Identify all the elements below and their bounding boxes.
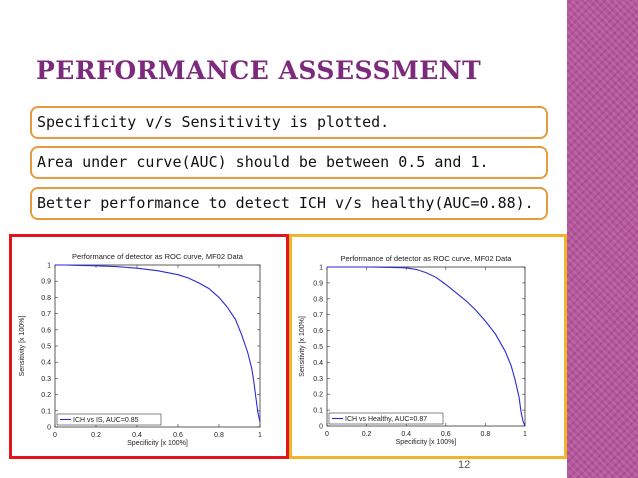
x-tick-label: 1 [523, 431, 527, 438]
page-number: 12 [458, 459, 471, 471]
roc-curve-line [55, 264, 261, 423]
roc-chart-ich-vs-healthy: Performance of detector as ROC curve, MF… [299, 254, 527, 446]
plot-area [326, 266, 526, 427]
bullet-box-3: Better performance to detect ICH v/s hea… [30, 187, 548, 220]
x-tick-label: 0.8 [481, 431, 491, 438]
y-tick-label: 1 [319, 265, 323, 272]
y-axis-label: Sensitivity [x 100%] [19, 316, 26, 377]
y-tick-label: 0.8 [313, 296, 323, 303]
slide-title: PERFORMANCE ASSESSMENT [36, 56, 482, 85]
x-tick-label: 0 [325, 431, 329, 438]
roc-chart-ich-vs-is: Performance of detector as ROC curve, MF… [19, 252, 262, 447]
x-tick-label: 0.6 [173, 432, 183, 439]
x-tick-label: 0.4 [132, 432, 142, 439]
plot-area [54, 264, 261, 428]
x-tick-label: 0.4 [401, 431, 411, 438]
y-tick-label: 0.2 [41, 392, 51, 399]
x-tick-label: 0 [53, 432, 57, 439]
bullet-box-2: Area under curve(AUC) should be between … [30, 146, 548, 179]
roc-curve-line [327, 266, 526, 427]
y-tick-label: 0.6 [313, 328, 323, 335]
decorative-sidebar [567, 0, 638, 478]
x-axis-label: Specificity [x 100%] [127, 440, 188, 447]
y-tick-label: 0 [47, 425, 51, 432]
y-tick-label: 0.9 [41, 279, 51, 286]
y-tick-label: 0.5 [313, 344, 323, 351]
x-tick-label: 0.6 [441, 431, 451, 438]
legend-box [56, 413, 162, 426]
y-axis-label: Sensitivity [x 100%] [299, 316, 306, 377]
y-tick-label: 0.7 [41, 311, 51, 318]
x-tick-label: 1 [258, 432, 262, 439]
y-tick-label: 1 [47, 263, 51, 270]
x-tick-label: 0.8 [214, 432, 224, 439]
legend-label: ICH vs Healthy, AUC=0.87 [345, 416, 427, 423]
y-tick-label: 0.1 [41, 408, 51, 415]
left-chart-frame: Performance of detector as ROC curve, MF… [9, 234, 289, 459]
y-tick-label: 0.4 [313, 360, 323, 367]
y-tick-label: 0.9 [313, 280, 323, 287]
y-tick-label: 0.2 [313, 392, 323, 399]
y-tick-label: 0.6 [41, 327, 51, 334]
x-axis-label: Specificity [x 100%] [396, 439, 457, 446]
bullet-box-1: Specificity v/s Sensitivity is plotted. [30, 106, 548, 139]
y-tick-label: 0.1 [313, 408, 323, 415]
right-chart-frame: Performance of detector as ROC curve, MF… [289, 234, 567, 459]
y-tick-label: 0.5 [41, 344, 51, 351]
y-tick-label: 0 [319, 424, 323, 431]
x-tick-label: 0.2 [91, 432, 101, 439]
legend-box [328, 412, 444, 425]
chart-title: Performance of detector as ROC curve, MF… [72, 252, 244, 261]
y-tick-label: 0.8 [41, 295, 51, 302]
y-tick-label: 0.4 [41, 360, 51, 367]
x-tick-label: 0.2 [362, 431, 372, 438]
y-tick-label: 0.3 [313, 376, 323, 383]
legend-label: ICH vs IS, AUC=0.85 [73, 417, 139, 424]
y-tick-label: 0.7 [313, 312, 323, 319]
y-tick-label: 0.3 [41, 376, 51, 383]
chart-title: Performance of detector as ROC curve, MF… [341, 254, 513, 263]
